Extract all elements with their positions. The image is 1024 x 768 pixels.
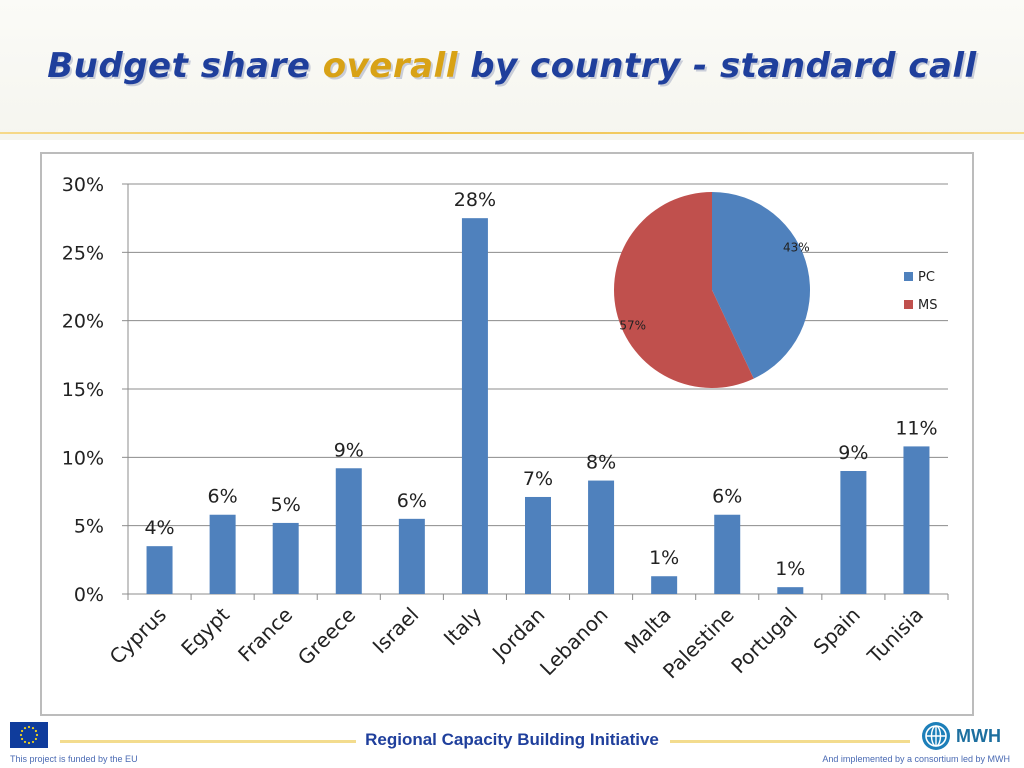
globe-icon [922, 722, 950, 750]
x-tick-label: Greece [293, 603, 360, 670]
footer-funding-note: This project is funded by the EU [10, 754, 138, 764]
x-tick-label: Spain [808, 603, 864, 659]
data-label: 28% [454, 189, 496, 211]
x-tick-label: Egypt [176, 602, 234, 660]
legend-swatch [904, 300, 913, 309]
y-tick-label: 5% [74, 516, 104, 538]
bar-tunisia [903, 446, 930, 594]
chart-frame: 0% 5% 10% 15% 20% 25% 30% 4% Cyprus 6% Egypt 5% Fran… [40, 152, 974, 716]
x-tick-label: Cyprus [105, 603, 171, 669]
y-tick-label: 10% [62, 447, 104, 469]
footer-initiative-name: Regional Capacity Building Initiative [365, 730, 659, 749]
x-tick-label: Lebanon [535, 603, 613, 681]
data-label: 1% [649, 547, 679, 569]
data-label: 7% [523, 468, 553, 490]
pie-data-label: 57% [619, 318, 646, 332]
legend-label: PC [918, 270, 935, 285]
footer-consortium-note: And implemented by a consortium led by M… [822, 754, 1010, 764]
y-tick-label: 20% [62, 311, 104, 333]
legend-label: MS [918, 298, 937, 313]
bar-jordan [525, 496, 551, 594]
pie-chart: 43% PC 57% MS [613, 192, 937, 388]
data-label: 5% [271, 494, 301, 516]
title-part1: Budget share [47, 46, 323, 86]
bar-israel [398, 518, 425, 594]
chart-canvas: 0% 5% 10% 15% 20% 25% 30% 4% Cyprus 6% Egypt 5% Fran… [62, 174, 949, 683]
mwh-logo-text: MWH [956, 726, 1001, 746]
x-tick-label: Italy [439, 602, 487, 650]
pie-slice-pc [712, 192, 810, 379]
bar-france [272, 522, 299, 594]
x-tick-label: Portugal [726, 603, 802, 679]
y-tick-label: 30% [62, 174, 104, 196]
data-label: 9% [838, 442, 868, 464]
x-tick-label: Jordan [486, 603, 549, 666]
pie-slice-ms [613, 192, 754, 388]
legend-swatch [904, 272, 913, 281]
data-label: 6% [397, 490, 427, 512]
footer [0, 720, 1024, 768]
data-label: 11% [895, 417, 937, 439]
data-label: 6% [712, 486, 742, 508]
data-label: 1% [775, 558, 805, 580]
bar-cyprus [146, 546, 173, 594]
title-accent: overall [322, 46, 458, 86]
bar-palestine [714, 514, 741, 594]
bar-egypt [209, 514, 236, 594]
bar-italy [461, 218, 488, 594]
x-tick-label: France [233, 603, 297, 667]
bar-malta [651, 576, 678, 594]
slide-title: Budget share overall by country - standa… [0, 46, 1024, 86]
x-tick-label: Israel [368, 603, 424, 659]
title-part2: by country - standard call [457, 46, 977, 86]
header-divider [0, 132, 1024, 134]
y-tick-label: 15% [62, 379, 104, 401]
y-tick-label: 25% [62, 242, 104, 264]
data-label: 8% [586, 452, 616, 474]
data-label: 6% [208, 486, 238, 508]
bar-greece [335, 468, 362, 594]
bar-portugal [777, 587, 804, 594]
data-label: 4% [144, 517, 174, 539]
footer-rule-left [60, 740, 356, 743]
mwh-logo: MWH [922, 722, 1012, 752]
footer-rule-right [670, 740, 910, 743]
y-tick-label: 0% [74, 584, 104, 606]
bar-layer [146, 218, 930, 594]
eu-flag-icon [10, 722, 48, 748]
x-tick-label: Malta [620, 603, 676, 659]
data-label: 9% [334, 439, 364, 461]
bar-lebanon [588, 480, 615, 594]
bar-spain [840, 471, 867, 594]
header-band [0, 0, 1024, 140]
pie-data-label: 43% [783, 241, 810, 255]
x-tick-label: Tunisia [862, 603, 928, 669]
